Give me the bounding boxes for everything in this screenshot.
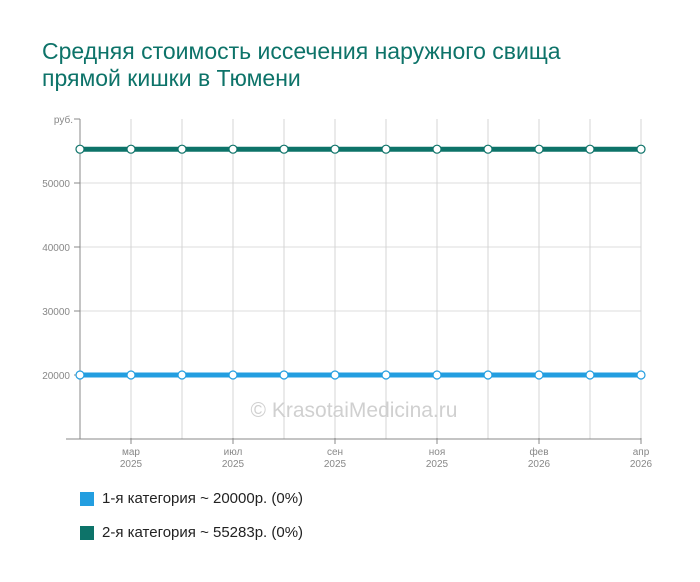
- data-point: [381, 144, 391, 154]
- data-point: [126, 370, 136, 380]
- data-point: [279, 370, 289, 380]
- x-tick-year: 2025: [222, 459, 245, 470]
- data-point: [279, 144, 289, 154]
- y-tick-label: 40000: [42, 243, 70, 254]
- watermark: © KrasotaiMedicina.ru: [251, 399, 458, 422]
- y-tick-label: 30000: [42, 307, 70, 318]
- y-axis-unit: руб.: [54, 114, 73, 126]
- y-tick-label: 50000: [42, 179, 70, 190]
- data-point: [75, 370, 85, 380]
- legend-label: 2-я категория ~ 55283р. (0%): [102, 524, 304, 541]
- x-tick-month: апр: [633, 447, 650, 458]
- x-tick-year: 2026: [528, 459, 551, 470]
- data-point: [330, 370, 340, 380]
- data-point: [534, 370, 544, 380]
- data-point: [585, 144, 595, 154]
- data-point: [636, 370, 646, 380]
- x-tick-month: сен: [327, 447, 343, 458]
- legend-item-1[interactable]: 1-я категория ~ 20000р. (0%): [80, 490, 303, 507]
- data-point: [177, 370, 187, 380]
- data-point: [381, 370, 391, 380]
- data-point: [534, 144, 544, 154]
- data-point: [432, 370, 442, 380]
- legend-label: 1-я категория ~ 20000р. (0%): [102, 490, 304, 507]
- data-point: [228, 144, 238, 154]
- x-tick-year: 2025: [120, 459, 143, 470]
- legend-item-2[interactable]: 2-я категория ~ 55283р. (0%): [80, 524, 303, 541]
- data-point: [585, 370, 595, 380]
- x-tick-year: 2025: [324, 459, 347, 470]
- legend-swatch: [80, 525, 94, 540]
- x-tick-month: мар: [122, 447, 140, 458]
- data-point: [228, 370, 238, 380]
- y-tick-label: 20000: [42, 371, 70, 382]
- data-point: [636, 144, 646, 154]
- data-point: [126, 144, 136, 154]
- x-tick-month: июл: [224, 447, 243, 458]
- data-point: [330, 144, 340, 154]
- data-point: [432, 144, 442, 154]
- x-tick-year: 2025: [426, 459, 449, 470]
- x-tick-year: 2026: [630, 459, 653, 470]
- legend-swatch: [80, 491, 94, 506]
- data-point: [177, 144, 187, 154]
- data-point: [483, 144, 493, 154]
- data-point: [483, 370, 493, 380]
- x-tick-month: фев: [529, 446, 548, 458]
- chart-title: Средняя стоимость иссечения наружного св…: [42, 38, 561, 91]
- x-tick-month: ноя: [429, 447, 446, 458]
- data-point: [75, 144, 85, 154]
